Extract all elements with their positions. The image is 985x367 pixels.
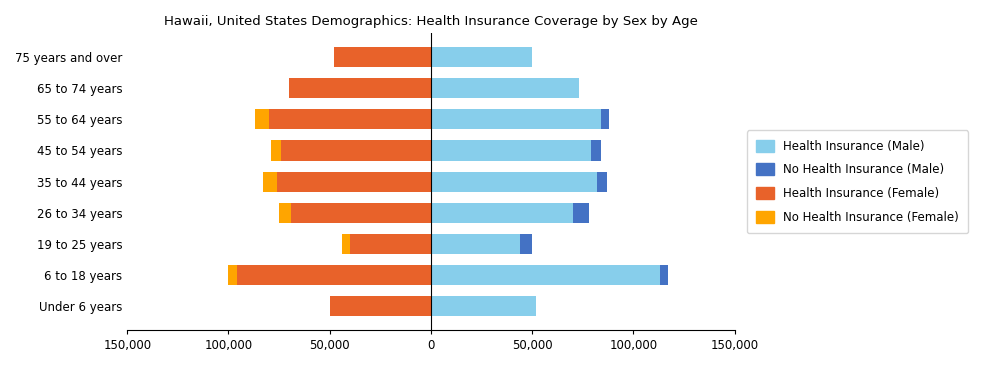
Bar (229, 265, 236, 285)
Bar (520, 234, 532, 254)
Legend: Health Insurance (Male), No Health Insurance (Male), Health Insurance (Female), : Health Insurance (Male), No Health Insur… (747, 130, 968, 233)
Bar (431, 203, 572, 223)
Bar (334, 47, 431, 67)
Bar (591, 140, 601, 161)
Bar (431, 109, 601, 130)
Bar (342, 234, 350, 254)
Bar (431, 140, 591, 161)
Title: Hawaii, United States Demographics: Health Insurance Coverage by Sex by Age: Hawaii, United States Demographics: Heal… (164, 15, 698, 28)
Bar (350, 234, 431, 254)
Bar (601, 109, 609, 130)
Bar (431, 234, 520, 254)
Bar (660, 265, 668, 285)
Bar (431, 47, 532, 67)
Bar (290, 78, 431, 98)
Bar (255, 109, 269, 130)
Bar (263, 171, 277, 192)
Bar (330, 296, 431, 316)
Bar (279, 203, 292, 223)
Bar (431, 265, 660, 285)
Bar (292, 203, 431, 223)
Bar (277, 171, 431, 192)
Bar (572, 203, 589, 223)
Bar (431, 296, 536, 316)
Bar (269, 109, 431, 130)
Bar (431, 78, 579, 98)
Bar (271, 140, 281, 161)
Bar (236, 265, 431, 285)
Bar (431, 171, 597, 192)
Bar (597, 171, 607, 192)
Bar (281, 140, 431, 161)
